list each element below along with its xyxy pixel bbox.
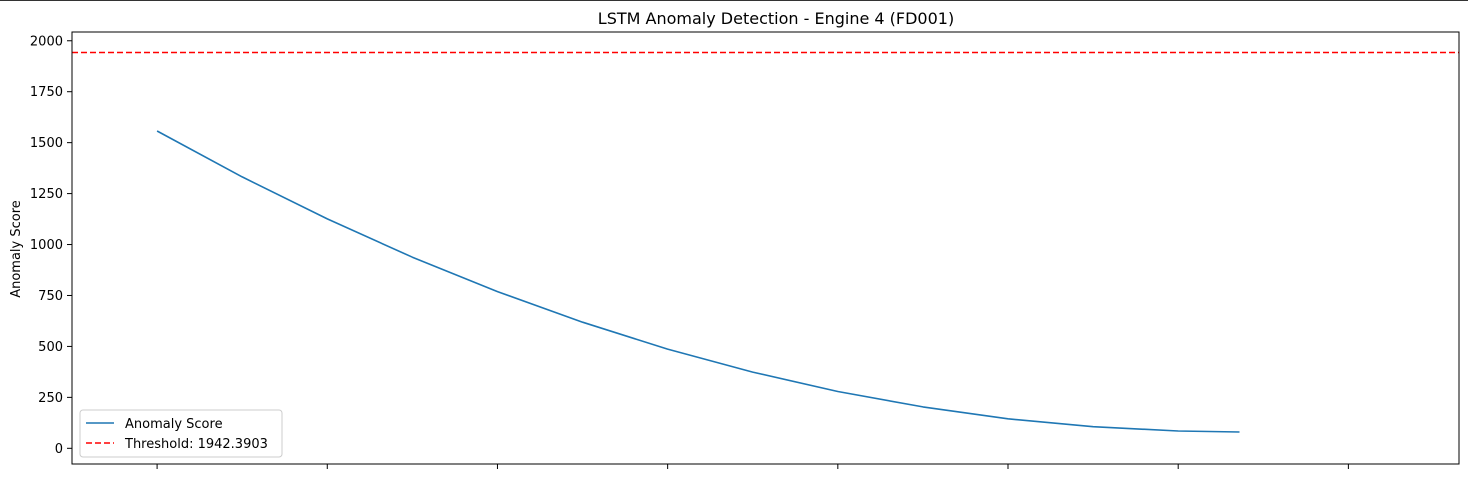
x-axis-ticks (156, 464, 1349, 469)
y-tick-label: 0 (55, 442, 63, 457)
legend-box (79, 409, 283, 458)
y-tick-label: 250 (38, 391, 63, 406)
y-tick-label: 1000 (30, 238, 63, 253)
y-tick-label: 1750 (30, 85, 63, 100)
y-tick-label: 500 (38, 340, 63, 355)
series-line-anomaly-score (156, 130, 1240, 433)
y-axis-label: Anomaly Score (9, 200, 24, 298)
y-tick-label: 1500 (30, 136, 63, 151)
plot-area (72, 51, 1459, 433)
legend-label-anomaly-score: Anomaly Score (125, 417, 223, 432)
y-tick-label: 2000 (30, 34, 63, 49)
chart-title: LSTM Anomaly Detection - Engine 4 (FD001… (598, 9, 954, 28)
legend: Anomaly Score Threshold: 1942.3903 (79, 409, 283, 458)
y-tick-label: 1250 (30, 187, 63, 202)
plot-frame (71, 31, 1460, 465)
legend-label-threshold: Threshold: 1942.3903 (124, 437, 268, 452)
y-axis-ticks: 0 250 500 750 1000 1250 1500 1750 2000 (30, 34, 72, 457)
y-tick-label: 750 (38, 289, 63, 304)
